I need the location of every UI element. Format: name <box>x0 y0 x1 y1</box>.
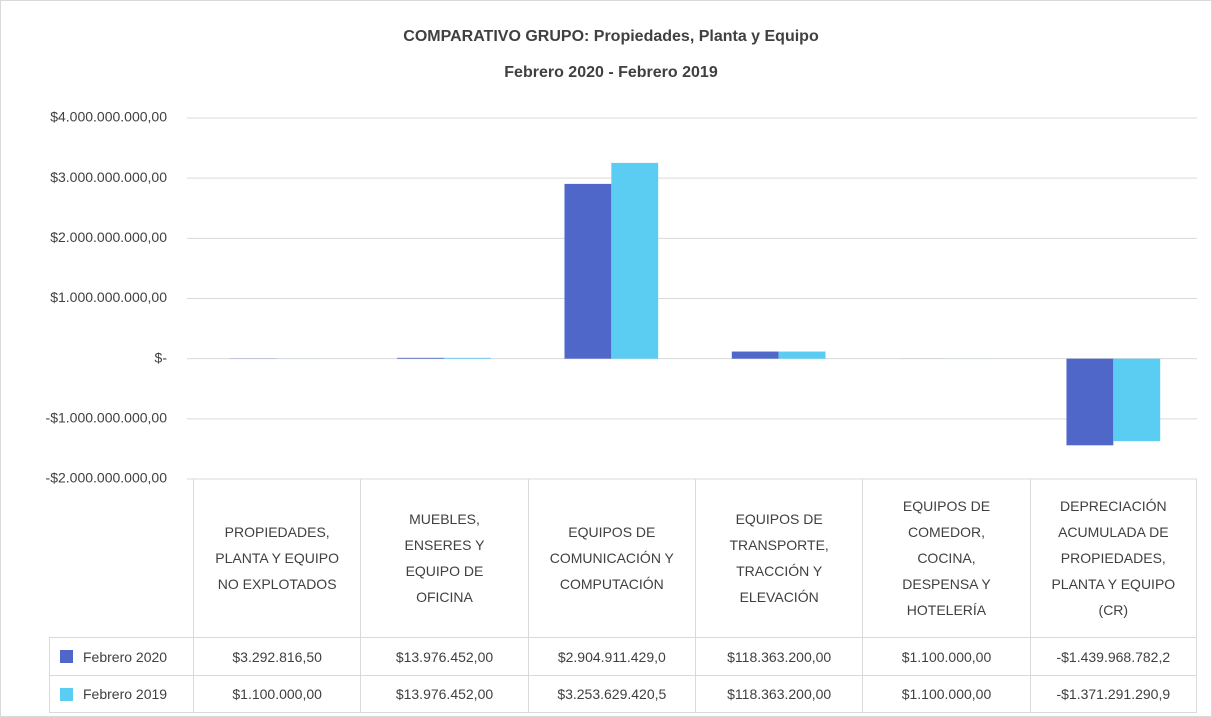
table-value: -$1.439.968.782,2 <box>1029 637 1197 675</box>
table-value: $1.100.000,00 <box>862 637 1030 675</box>
legend-entry: Febrero 2020 <box>49 637 193 675</box>
bar <box>564 183 612 359</box>
bar <box>444 357 491 359</box>
table-value: $3.253.629.420,5 <box>527 675 695 713</box>
y-tick-label: $4.000.000.000,00 <box>50 109 167 125</box>
legend-swatch <box>60 687 73 701</box>
table-value-text: $3.292.816,50 <box>232 648 322 665</box>
chart-subtitle: Febrero 2020 - Febrero 2019 <box>504 64 718 81</box>
table-value-text: $3.253.629.420,5 <box>557 686 667 702</box>
legend-entry: Febrero 2019 <box>49 675 193 713</box>
category-label: PROPIEDADES, PLANTA Y EQUIPO NO EXPLOTAD… <box>193 479 360 637</box>
bar <box>397 357 444 359</box>
table-value-text: $1.100.000,00 <box>901 686 992 702</box>
bar <box>778 351 826 359</box>
y-tick-label: -$2.000.000.000,00 <box>46 470 168 486</box>
bar <box>611 162 659 359</box>
table-value-text: -$1.371.291.290,9 <box>1056 686 1171 702</box>
table-value: $1.100.000,00 <box>862 675 1030 713</box>
legend-text: Febrero 2019 <box>83 686 168 702</box>
table-value-text: $1.100.000,00 <box>232 686 322 702</box>
category-label: EQUIPOS DE COMUNICACIÓN Y COMPUTACIÓN <box>527 479 695 637</box>
table-value-text: $2.904.911.429,0 <box>557 648 666 665</box>
bar <box>1066 358 1114 446</box>
table-value: $13.976.452,00 <box>360 637 528 675</box>
legend-text: Febrero 2020 <box>83 648 168 665</box>
chart-title: COMPARATIVO GRUPO: Propiedades, Planta y… <box>403 28 819 45</box>
table-value-text: $13.976.452,00 <box>395 686 494 702</box>
table-value: $3.292.816,50 <box>193 637 361 675</box>
y-tick-label: $2.000.000.000,00 <box>50 229 167 245</box>
category-label-text: PROPIEDADES, PLANTA Y EQUIPO NO EXPLOTAD… <box>215 524 340 592</box>
category-label: EQUIPOS DE TRANSPORTE, TRACCIÓN Y ELEVAC… <box>695 479 862 637</box>
table-value-text: $13.976.452,00 <box>395 648 494 665</box>
bar <box>731 351 779 359</box>
category-label-text: EQUIPOS DE COMEDOR, COCINA, DESPENSA Y H… <box>902 498 991 618</box>
category-label: MUEBLES, ENSERES Y EQUIPO DE OFICINA <box>360 479 527 637</box>
y-tick-label: $3.000.000.000,00 <box>50 169 167 185</box>
category-label-text: MUEBLES, ENSERES Y EQUIPO DE OFICINA <box>404 511 485 605</box>
category-label: EQUIPOS DE COMEDOR, COCINA, DESPENSA Y H… <box>862 479 1029 637</box>
y-tick-label: -$1.000.000.000,00 <box>46 410 168 426</box>
table-value-text: -$1.439.968.782,2 <box>1056 648 1171 665</box>
table-value-text: $118.363.200,00 <box>727 648 832 665</box>
category-label: DEPRECIACIÓN ACUMULADA DE PROPIEDADES, P… <box>1029 479 1197 637</box>
table-value: -$1.371.291.290,9 <box>1029 675 1197 713</box>
table-value: $13.976.452,00 <box>360 675 528 713</box>
table-value: $118.363.200,00 <box>695 637 863 675</box>
y-tick-label: $1.000.000.000,00 <box>50 289 167 305</box>
table-value: $2.904.911.429,0 <box>527 637 695 675</box>
bar <box>1113 358 1161 442</box>
legend-swatch <box>60 650 73 663</box>
table-value: $1.100.000,00 <box>193 675 361 713</box>
category-label-text: EQUIPOS DE TRANSPORTE, TRACCIÓN Y ELEVAC… <box>729 511 829 605</box>
category-label-text: DEPRECIACIÓN ACUMULADA DE PROPIEDADES, P… <box>1051 498 1176 618</box>
table-value-text: $118.363.200,00 <box>727 686 832 702</box>
table-value: $118.363.200,00 <box>695 675 863 713</box>
y-tick-label: $- <box>155 349 168 365</box>
table-value-text: $1.100.000,00 <box>901 648 992 665</box>
category-label-text: EQUIPOS DE COMUNICACIÓN Y COMPUTACIÓN <box>549 524 674 592</box>
